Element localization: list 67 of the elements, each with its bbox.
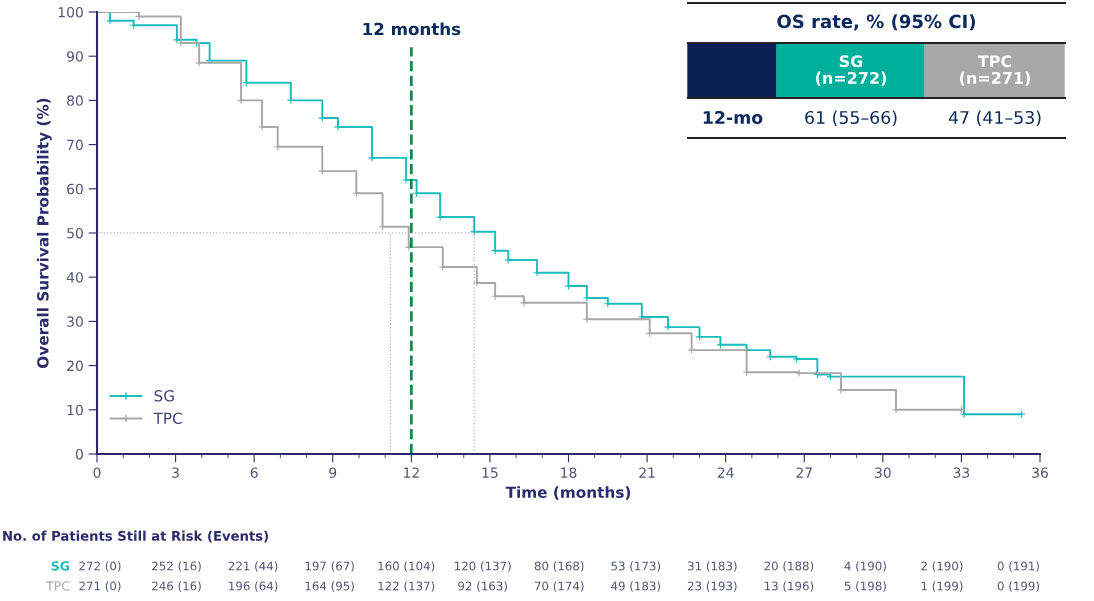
- x-tick-label: 9: [329, 467, 337, 478]
- y-tick-label: 80: [67, 95, 83, 106]
- text: 1 (199): [921, 581, 963, 592]
- x-tick-label: 6: [250, 467, 258, 478]
- text: 196 (64): [229, 581, 278, 592]
- y-tick-label: 60: [67, 183, 83, 195]
- text: 197 (67): [305, 561, 354, 572]
- y-tick-label: 50: [67, 227, 83, 239]
- x-tick-label: 33: [953, 467, 970, 478]
- y-tick-label: 70: [67, 139, 83, 151]
- x-tick-label: 36: [1032, 467, 1048, 478]
- text: 31 (183): [687, 561, 737, 572]
- y-tick-label: 0: [75, 448, 83, 460]
- y-tick-label: 10: [67, 404, 83, 416]
- text: 4 (190): [844, 561, 886, 572]
- text: SG: [51, 561, 70, 571]
- text: 246 (16): [152, 581, 201, 592]
- legend-label: SG: [154, 390, 174, 402]
- text: 252 (16): [152, 561, 201, 572]
- text: TPC: [46, 581, 70, 591]
- text: 13 (196): [764, 581, 814, 592]
- annotation: 47 (41–53): [948, 110, 1041, 127]
- text: 271 (0): [79, 581, 121, 592]
- text: 0 (199): [997, 581, 1039, 592]
- annotation: 61 (55–66): [805, 110, 897, 127]
- y-tick-label: 30: [67, 316, 83, 327]
- text: 70 (174): [534, 581, 584, 592]
- x-tick-label: 21: [639, 467, 655, 478]
- text: 23 (193): [687, 581, 737, 592]
- x-tick-label: 15: [482, 467, 498, 478]
- text: 122 (137): [378, 581, 435, 592]
- legend-label: TPC: [153, 412, 182, 425]
- text: 49 (183): [611, 581, 661, 592]
- x-tick-label: 18: [561, 467, 577, 478]
- text: 164 (95): [305, 581, 354, 592]
- annotation: TPC (n=271): [960, 55, 1030, 86]
- x-tick-label: 24: [717, 467, 734, 478]
- point: [664, 323, 673, 332]
- y-axis-title: Overall Survival Probability (%): [36, 98, 52, 368]
- x-tick-label: 27: [796, 467, 812, 478]
- annotation: SG (n=272): [816, 55, 886, 86]
- x-axis-title: Time (months): [505, 486, 631, 500]
- x-tick-label: 30: [875, 467, 891, 478]
- annotation: 12-mo: [703, 110, 763, 125]
- text: 221 (44): [228, 561, 278, 572]
- annotation: OS rate, % (95% CI): [777, 14, 975, 31]
- text: 0 (191): [997, 561, 1039, 572]
- text: 92 (163): [458, 581, 507, 592]
- x-tick-label: 12: [404, 467, 419, 478]
- text: 53 (173): [611, 561, 661, 572]
- text: 5 (198): [844, 581, 886, 592]
- text: 272 (0): [79, 561, 121, 572]
- point: [960, 410, 969, 419]
- text: 160 (104): [378, 561, 435, 572]
- text: 2 (190): [921, 561, 963, 572]
- point: [794, 369, 804, 378]
- y-tick-label: 100: [58, 6, 83, 18]
- text: 80 (168): [534, 561, 584, 572]
- text: No. of Patients Still at Risk (Events): [3, 530, 268, 543]
- ref-line-label: 12 months: [363, 22, 461, 36]
- text: 120 (137): [454, 561, 511, 572]
- text: 20 (188): [764, 561, 814, 572]
- x-tick-label: 0: [93, 467, 101, 478]
- y-tick-label: 90: [67, 51, 83, 62]
- x-tick-label: 3: [172, 467, 179, 478]
- y-tick-label: 40: [66, 272, 83, 283]
- y-tick-label: 20: [67, 360, 83, 372]
